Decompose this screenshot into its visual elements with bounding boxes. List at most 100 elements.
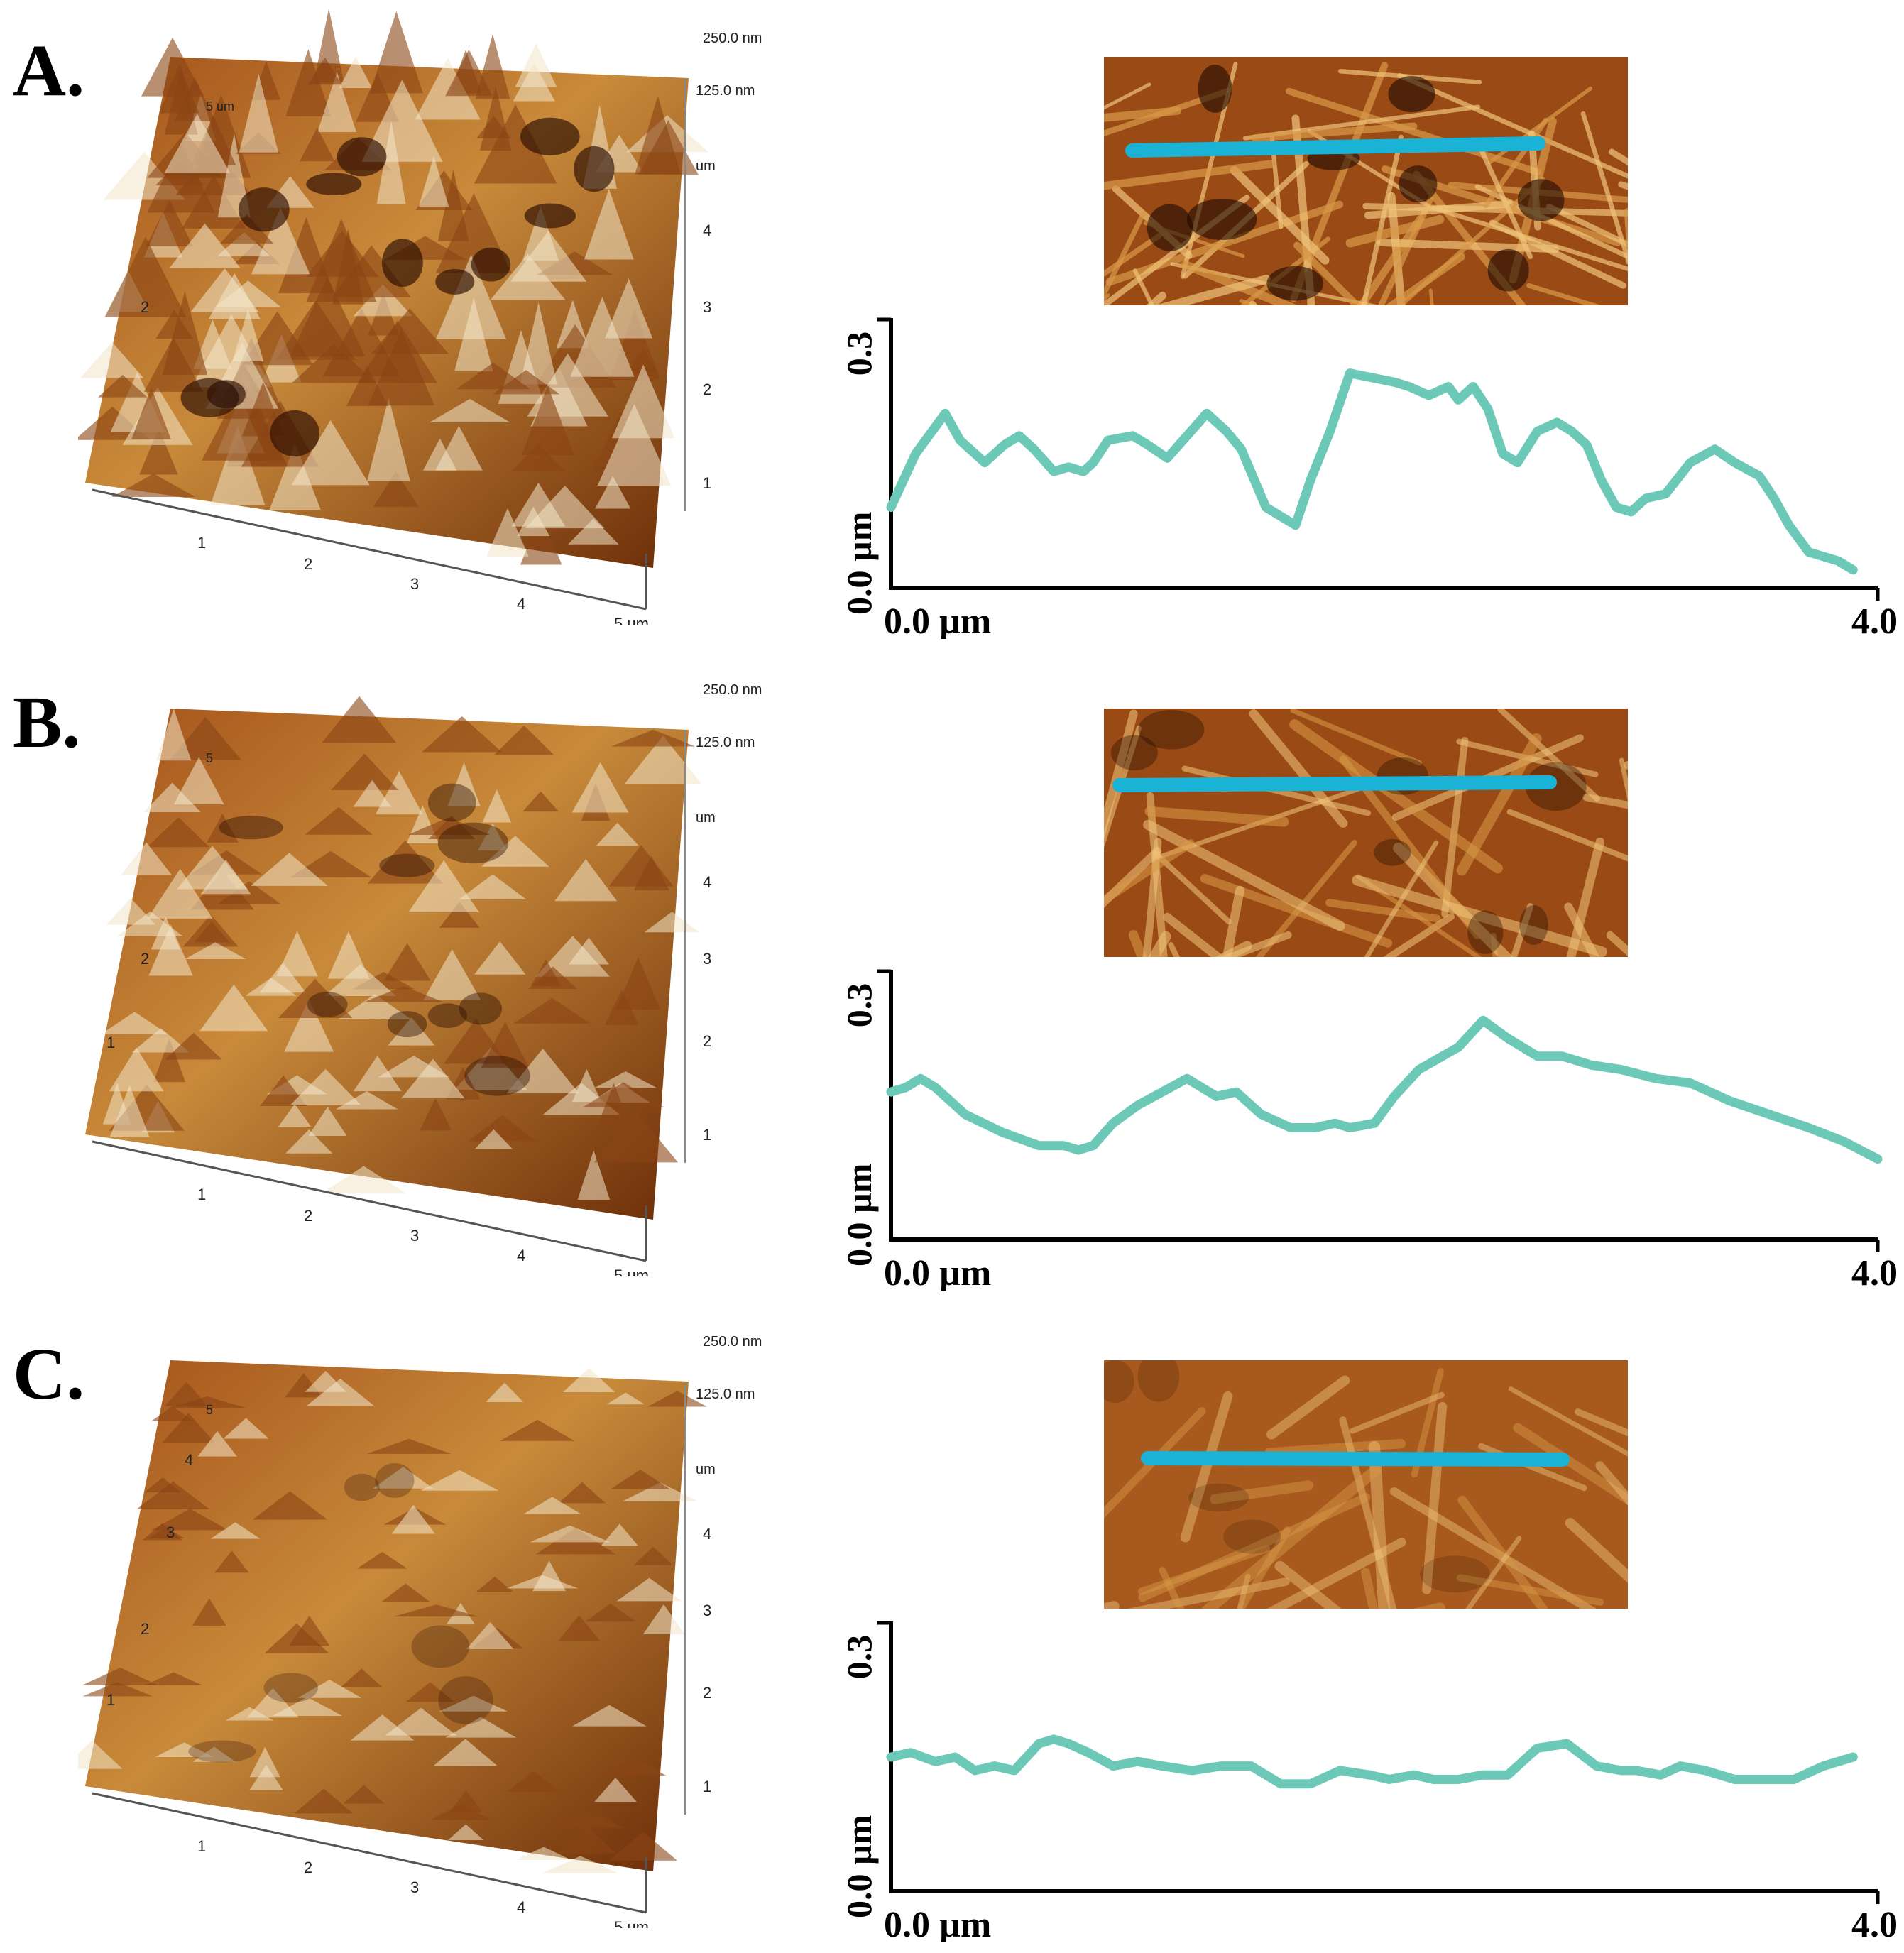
afm-3d-topography: 1 2 3 4 5 um 1 2 3 4 um 250.0 nm 125.0 n… — [78, 1303, 788, 1928]
afm-x-tick: 4 — [517, 1898, 525, 1916]
afm-surface — [85, 696, 701, 1220]
afm-surface — [78, 9, 708, 568]
inset-pit — [1518, 179, 1565, 221]
afm-left-tick: 5 — [206, 1403, 213, 1417]
afm-height-image — [1104, 57, 1628, 305]
afm-x-tick: 2 — [304, 555, 312, 573]
afm-pit — [382, 239, 423, 287]
afm-pit — [337, 137, 387, 176]
inset-pit — [1266, 266, 1323, 301]
afm-pit — [379, 854, 434, 877]
panel-label: C. — [13, 1332, 84, 1416]
afm-y-unit: um — [696, 810, 716, 826]
afm-x-tick: 4 — [517, 595, 525, 613]
inset-pit — [1420, 1555, 1490, 1592]
afm-x-tick: 3 — [410, 1227, 419, 1244]
afm-left-tick: 5 um — [206, 99, 234, 114]
afm-z-max: 250.0 nm — [703, 682, 762, 698]
afm-y-tick: 3 — [703, 950, 711, 968]
afm-height-texture — [1104, 1360, 1628, 1609]
afm-z-max: 250.0 nm — [703, 1334, 762, 1350]
x-label-end: 4.0 — [1851, 1905, 1898, 1942]
afm-pit — [264, 1673, 318, 1702]
scan-line — [1148, 1458, 1563, 1460]
afm-pit — [344, 1474, 380, 1501]
afm-pit — [525, 204, 576, 229]
inset-pit — [1488, 249, 1529, 292]
inset-pit — [1388, 76, 1435, 112]
afm-pit — [412, 1626, 469, 1668]
afm-left-tick: 2 — [141, 298, 149, 316]
afm-pit — [388, 1011, 427, 1037]
y-label-bottom: 0.0 µm — [839, 512, 879, 615]
afm-left-tick: 4 — [185, 1451, 193, 1469]
afm-x-tick: 3 — [410, 1878, 419, 1896]
afm-x-unit: 5 um — [614, 1918, 649, 1928]
x-label-start: 0.0 µm — [884, 1905, 991, 1942]
afm-x-unit: 5 um — [614, 615, 649, 625]
profile-series-line — [891, 1739, 1853, 1784]
panel-a: A. 1 2 3 4 5 um 1 2 3 4 um 250.0 nm 125.… — [0, 0, 1904, 650]
afm-x-tick: 4 — [517, 1247, 525, 1264]
afm-pit — [438, 823, 509, 864]
afm-x-unit: 5 um — [614, 1267, 649, 1276]
y-label-bottom: 0.0 µm — [839, 1164, 879, 1267]
panel-label: B. — [13, 680, 80, 765]
afm-y-tick: 3 — [703, 1602, 711, 1619]
afm-y-tick: 2 — [703, 381, 711, 398]
inset-pit — [1467, 911, 1503, 954]
afm-pit — [306, 173, 361, 195]
inset-pit — [1188, 1484, 1249, 1511]
afm-pit — [459, 992, 502, 1024]
afm-x-tick: 2 — [304, 1207, 312, 1225]
afm-pit — [207, 380, 245, 408]
y-label-bottom: 0.0 µm — [839, 1815, 879, 1918]
afm-pit — [219, 816, 283, 839]
afm-y-tick: 4 — [703, 221, 711, 239]
afm-left-tick: 1 — [106, 1034, 115, 1051]
afm-3d-topography: 1 2 3 4 5 um 1 2 3 4 um 250.0 nm 125.0 n… — [78, 652, 788, 1276]
afm-x-tick: 2 — [304, 1859, 312, 1876]
afm-height-image — [1104, 709, 1628, 957]
x-label-start: 0.0 µm — [884, 601, 991, 639]
afm-pit — [438, 1676, 493, 1724]
afm-x-tick: 3 — [410, 575, 419, 593]
inset-pit — [1519, 905, 1548, 945]
height-profile-chart: 0.3 0.0 µm0.0 µm 4.0 — [816, 298, 1904, 639]
afm-y-unit: um — [696, 1462, 716, 1477]
panel-b: B. 1 2 3 4 5 um 1 2 3 4 um 250.0 nm 125.… — [0, 652, 1904, 1301]
afm-left-tick: 2 — [141, 1620, 149, 1638]
afm-y-tick: 2 — [703, 1684, 711, 1702]
panel-c: C. 1 2 3 4 5 um 1 2 3 4 um 250.0 nm 125.… — [0, 1303, 1904, 1953]
inset-pit — [1111, 735, 1158, 770]
afm-height-image — [1104, 1360, 1628, 1609]
afm-pit — [464, 1056, 530, 1095]
afm-z-mid: 125.0 nm — [696, 735, 755, 750]
inset-pit — [1399, 165, 1437, 202]
afm-left-tick: 3 — [166, 1523, 175, 1541]
afm-y-tick: 3 — [703, 298, 711, 316]
afm-pit — [270, 410, 319, 456]
afm-y-tick: 1 — [703, 1126, 711, 1144]
scan-line — [1132, 143, 1538, 151]
profile-series-line — [891, 1020, 1878, 1159]
afm-pit — [520, 118, 580, 155]
height-profile-chart: 0.3 0.0 µm0.0 µm 4.0 — [816, 1602, 1904, 1942]
afm-ridge — [370, 11, 423, 94]
x-label-end: 4.0 — [1851, 1253, 1898, 1291]
afm-z-mid: 125.0 nm — [696, 1386, 755, 1402]
afm-x-tick: 1 — [197, 534, 206, 552]
afm-height-texture — [1104, 57, 1628, 305]
y-label-top: 0.3 — [839, 332, 879, 376]
afm-pit — [435, 269, 474, 295]
afm-y-unit: um — [696, 158, 716, 174]
afm-x-tick: 1 — [197, 1837, 206, 1855]
afm-pit — [574, 146, 614, 192]
afm-y-tick: 4 — [703, 1525, 711, 1543]
y-label-top: 0.3 — [839, 1635, 879, 1680]
panel-label: A. — [13, 28, 84, 113]
x-label-end: 4.0 — [1851, 601, 1898, 639]
afm-ridge — [476, 34, 510, 99]
scan-line — [1120, 782, 1550, 785]
